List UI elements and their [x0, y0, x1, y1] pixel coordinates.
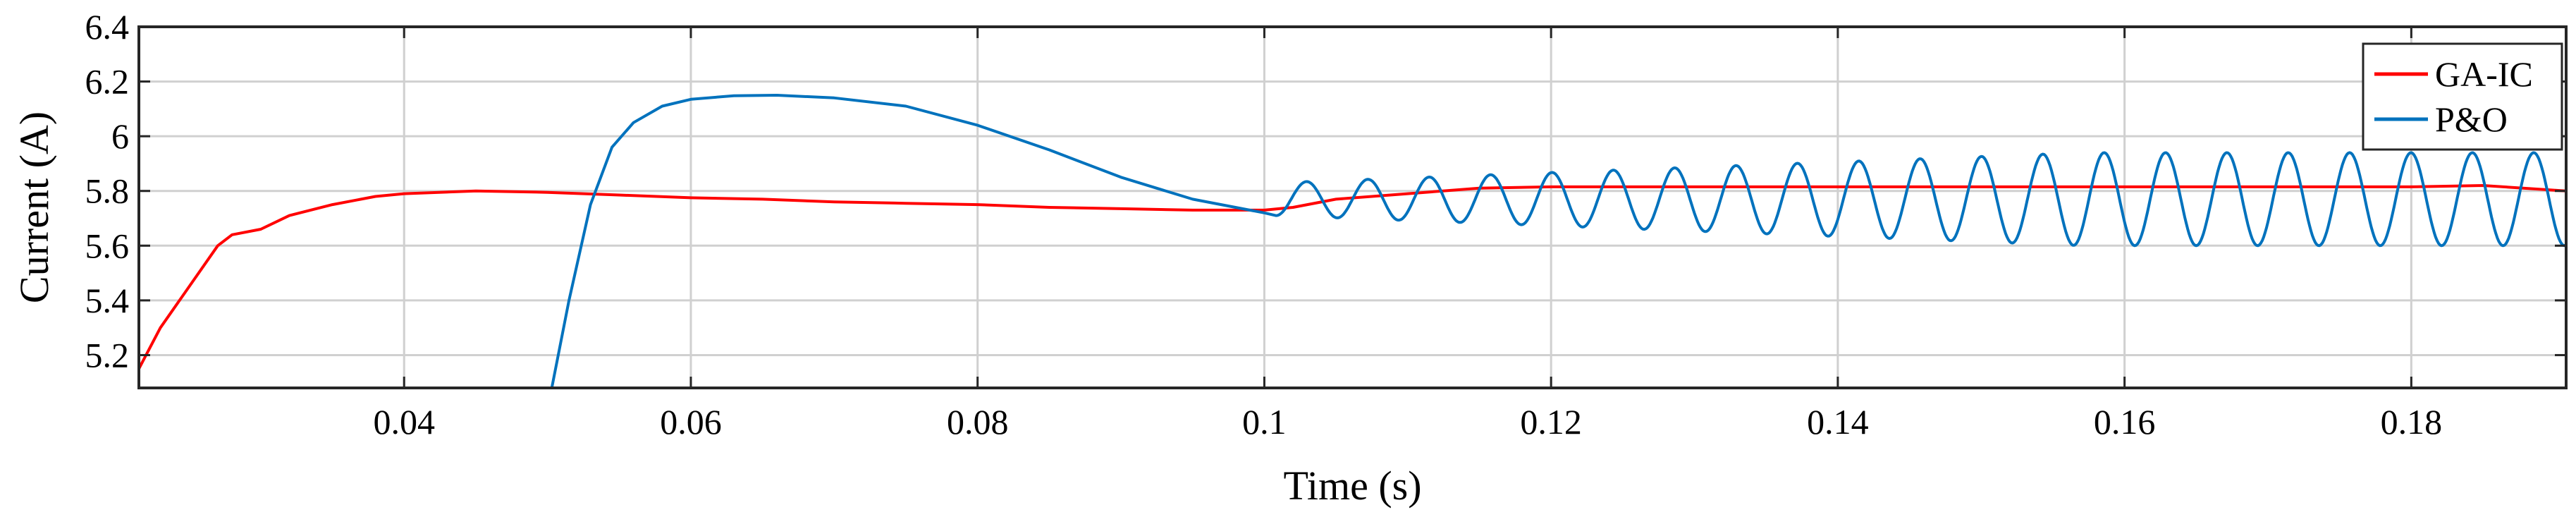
series-line-p-and-o: [550, 94, 2566, 388]
legend-box: [2362, 42, 2563, 151]
x-tick-label: 0.08: [947, 402, 1009, 442]
y-tick-label: 6: [111, 116, 129, 156]
x-tick-label: 0.1: [1242, 402, 1287, 442]
y-tick-label: 5.6: [85, 226, 130, 265]
y-tick-label: 5.4: [85, 281, 130, 320]
series-layer: [139, 94, 2566, 388]
x-tick-label: 0.04: [373, 402, 435, 442]
x-tick-label: 0.18: [2381, 402, 2443, 442]
series-line-ga-ic: [139, 184, 2566, 370]
legend-label-p-and-o: P&O: [2435, 99, 2508, 139]
x-tick-label: 0.06: [660, 402, 722, 442]
y-tick-label: 6.2: [85, 62, 130, 102]
y-tick-label: 5.8: [85, 171, 130, 211]
y-tick-label: 5.2: [85, 335, 130, 375]
plot-frame: [137, 25, 2568, 389]
tick-layer: 0.04 0.06 0.08 0.1 0.12 0.14 0.16 0.18 5.2 5.4 5.6…: [85, 7, 2566, 442]
x-tick-label: 0.12: [1520, 402, 1582, 442]
legend: GA-IC P&O: [2362, 42, 2563, 151]
x-tick-label: 0.14: [1807, 402, 1869, 442]
legend-label-ga-ic: GA-IC: [2435, 54, 2533, 94]
y-tick-label: 6.4: [85, 7, 130, 47]
x-tick-label: 0.16: [2094, 402, 2156, 442]
y-axis-label: Current (A): [11, 111, 57, 303]
x-axis-label: Time (s): [1283, 463, 1421, 509]
